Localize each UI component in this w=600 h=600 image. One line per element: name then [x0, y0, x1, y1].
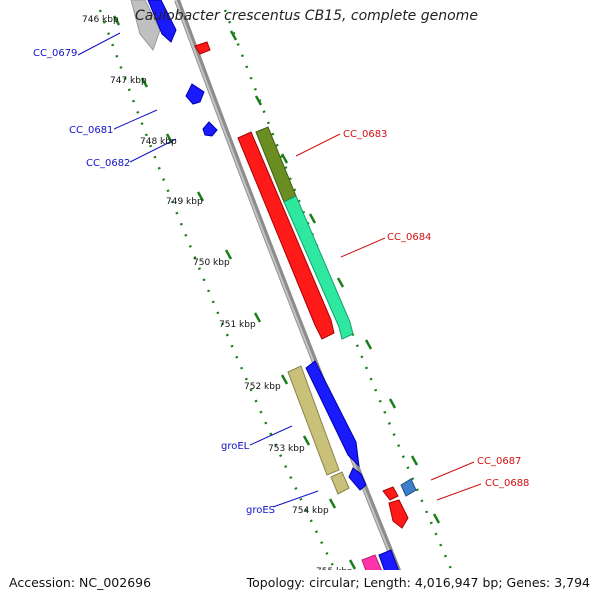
ruler-labels: 746 kbp 747 kbp 748 kbp 749 kbp 750 kbp … [82, 15, 353, 577]
gene-cc-0687 [400, 478, 417, 497]
ruler-tick [229, 30, 238, 41]
leader-line-cc-0681 [113, 109, 158, 130]
leader-line-cc-0687 [430, 461, 475, 481]
leader-line-cc-0682 [129, 138, 177, 163]
gene-cc-0688 [388, 499, 409, 529]
ruler-tick [364, 339, 373, 350]
gene-label-groes: groES [246, 505, 275, 516]
genome-title: Caulobacter crescentus CB15, complete ge… [135, 8, 478, 24]
genome-backbone-highlight [174, 0, 398, 570]
ruler-tick [388, 398, 397, 409]
ruler-ticks [112, 15, 441, 570]
ruler-tick [224, 249, 233, 260]
gene-label-cc-0684: CC_0684 [387, 232, 431, 243]
genome-backbone [174, 0, 402, 570]
forward-strand-features [194, 41, 417, 529]
leader-line-cc-0684 [340, 237, 386, 258]
gene-partial-grey [130, 0, 161, 52]
leader-line-groel [249, 425, 293, 446]
ruler-label: 753 kbp [268, 444, 305, 454]
gene-bottom-blue [378, 549, 400, 570]
ruler-tick [280, 153, 289, 164]
gene-label-cc-0679: CC_0679 [33, 48, 77, 59]
gene-label-groel: groEL [221, 441, 250, 452]
ruler-label: 751 kbp [219, 320, 256, 330]
gene-label-cc-0688: CC_0688 [485, 478, 529, 489]
outer-guide-track [223, 9, 453, 570]
gene-cc-0679 [147, 0, 177, 43]
leader-line-cc-0679 [77, 32, 121, 56]
ruler-tick [410, 455, 419, 466]
ruler-tick [432, 513, 441, 524]
genome-summary-text: Topology: circular; Length: 4,016,947 bp… [246, 575, 590, 590]
gene-cc-0681 [185, 83, 205, 105]
ruler-tick [112, 15, 121, 26]
gene-label-cc-0682: CC_0682 [86, 158, 130, 169]
ruler-tick [328, 498, 337, 509]
ruler-tick [140, 77, 149, 88]
gene-cc-0688-top [382, 486, 399, 501]
ruler-tick [302, 435, 311, 446]
ruler-label: 747 kbp [110, 76, 147, 86]
ruler-tick [348, 559, 357, 570]
ruler-tick [196, 191, 205, 202]
gene-forward-red-long [237, 131, 335, 340]
accession-text: Accession: NC_002696 [9, 575, 152, 590]
gene-reverse-blue [305, 360, 360, 468]
gene-label-cc-0687: CC_0687 [477, 456, 521, 467]
ruler-tick [336, 277, 345, 288]
leader-lines [77, 32, 482, 508]
gene-bottom-magenta [361, 554, 382, 570]
gene-cc-0684 [283, 195, 354, 340]
ruler-label: 748 kbp [140, 137, 177, 147]
gene-label-cc-0681: CC_0681 [69, 125, 113, 136]
leader-line-groes [272, 490, 319, 508]
gene-groes [330, 471, 350, 495]
ruler-tick [253, 312, 262, 323]
ruler-tick [280, 374, 289, 385]
gene-groel [287, 365, 340, 476]
ruler-label: 755 kbp [316, 567, 353, 577]
ruler-label: 752 kbp [244, 382, 281, 392]
ruler-tick [308, 213, 317, 224]
gene-forward-red-small [194, 41, 211, 55]
leader-line-cc-0688 [436, 483, 482, 501]
ruler-tick [254, 95, 263, 106]
ruler-label: 749 kbp [166, 197, 203, 207]
gene-label-cc-0683: CC_0683 [343, 129, 387, 140]
gene-cc-0682 [202, 121, 218, 137]
reverse-strand-features [130, 0, 400, 570]
gene-small-blue [348, 467, 367, 491]
leader-line-cc-0683 [295, 133, 341, 157]
ruler-label: 746 kbp [82, 15, 119, 25]
ruler-label: 754 kbp [292, 506, 329, 516]
ruler-label: 750 kbp [193, 258, 230, 268]
gene-labels: CC_0679 CC_0681 CC_0682 CC_0683 CC_0684 … [33, 48, 529, 516]
